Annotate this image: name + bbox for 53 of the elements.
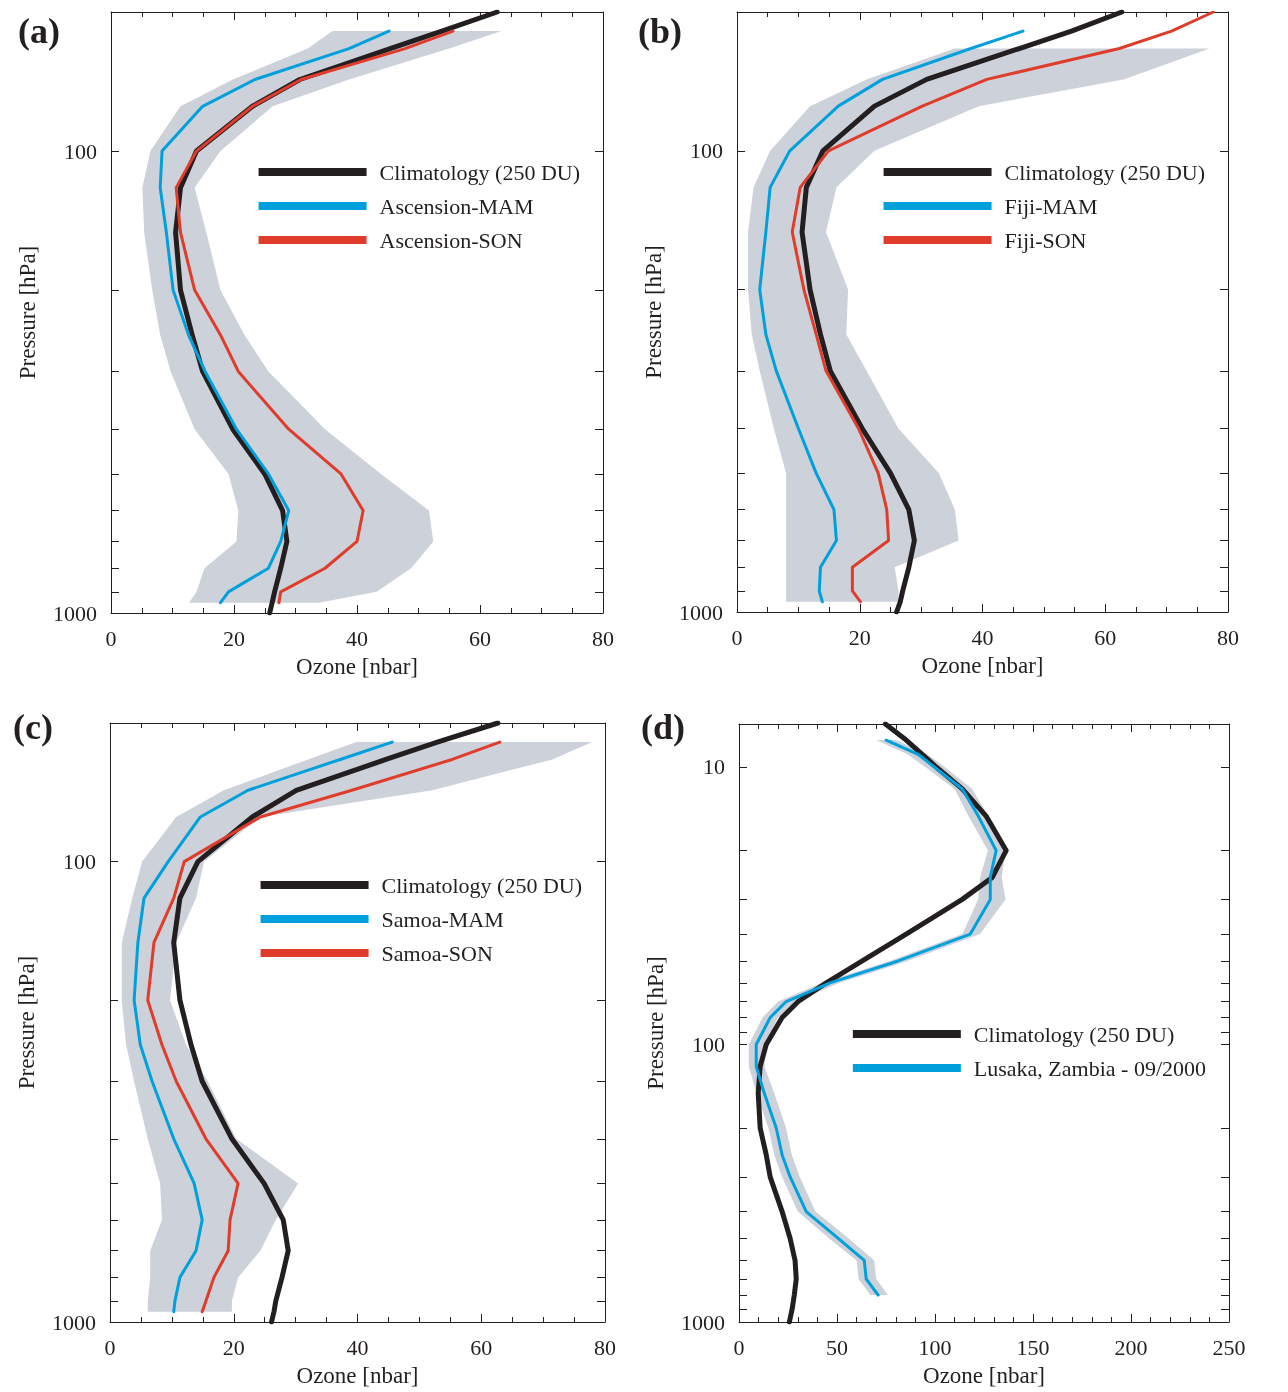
legend-label: Lusaka, Zambia - 09/2000 [973,1055,1207,1081]
legend-label: Ascension-MAM [379,193,534,219]
x-axis-title: Ozone [nbar] [921,653,1044,678]
x-tick-label: 0 [105,625,117,651]
x-tick-label: 40 [346,625,368,651]
x-tick-label: 200 [1114,1334,1148,1360]
chart-title: (a) [18,11,60,51]
x-tick-label: 80 [592,625,614,651]
legend-label: Samoa-MAM [381,906,504,932]
y-tick-label: 10 [703,754,725,780]
chart-title: (c) [13,707,53,747]
chart-title: (b) [638,11,682,51]
x-tick-label: 0 [733,1334,745,1360]
x-tick-label: 20 [223,625,245,651]
y-tick-label: 1000 [679,599,723,625]
x-tick-label: 60 [469,625,491,651]
x-axis-title: Ozone [nbar] [923,1363,1045,1388]
x-tick-label: 50 [826,1334,848,1360]
x-tick-label: 20 [848,624,871,650]
legend-label: Fiji-SON [1004,227,1087,253]
x-axis-title: Ozone [nbar] [296,654,418,679]
legend-label: Climatology (250 DU) [379,159,581,185]
legend-label: Fiji-MAM [1004,193,1098,219]
y-tick-label: 1000 [681,1309,725,1335]
x-axis-title: Ozone [nbar] [296,1363,419,1388]
legend-label: Samoa-SON [381,940,493,966]
y-tick-label: 1000 [53,600,97,626]
y-tick-label: 100 [63,849,96,875]
x-tick-label: 0 [104,1334,116,1360]
y-axis-title: Pressure [hPa] [643,956,668,1090]
y-axis-title: Pressure [hPa] [641,245,666,379]
chart-title: (d) [641,707,685,747]
legend-label: Climatology (250 DU) [973,1021,1175,1047]
y-axis-title: Pressure [hPa] [15,245,40,380]
x-tick-label: 100 [918,1334,952,1360]
legend-label: Ascension-SON [379,227,523,253]
x-tick-label: 0 [731,624,743,650]
x-tick-label: 40 [346,1334,369,1360]
y-tick-label: 100 [690,138,723,164]
y-tick-label: 1000 [52,1309,96,1335]
x-tick-label: 60 [1094,624,1117,650]
x-tick-label: 20 [222,1334,245,1360]
y-tick-label: 100 [64,138,97,164]
x-tick-label: 150 [1016,1334,1050,1360]
y-tick-label: 100 [692,1031,725,1057]
y-axis-title: Pressure [hPa] [14,955,39,1090]
legend-label: Climatology (250 DU) [381,872,583,898]
x-tick-label: 80 [594,1334,616,1360]
x-tick-label: 40 [971,624,994,650]
x-tick-label: 60 [470,1334,493,1360]
x-tick-label: 250 [1212,1334,1246,1360]
x-tick-label: 80 [1217,624,1239,650]
legend-label: Climatology (250 DU) [1004,159,1206,185]
